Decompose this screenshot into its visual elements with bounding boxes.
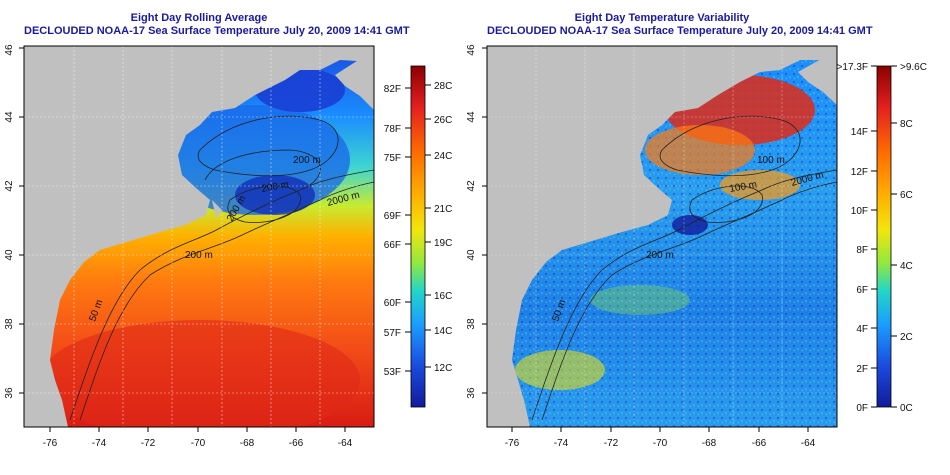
right-contour-label: 100 m — [729, 179, 758, 195]
colorbar-f-label: 12F — [851, 167, 868, 178]
left-x-axis: -76 -74 -72 -70 -68 -66 -64 — [43, 427, 353, 449]
x-tick-label: -66 — [289, 438, 304, 449]
colorbar-c-label: 0C — [900, 403, 913, 414]
y-tick-label: 38 — [466, 318, 477, 330]
y-tick-label: 42 — [466, 180, 477, 192]
right-map-frame — [486, 45, 838, 428]
colorbar-f-label: 14F — [851, 127, 868, 138]
right-map-subtitle-text: DECLOUDED NOAA-17 Sea Surface Temperatur… — [487, 25, 873, 37]
colorbar-c-label: 4C — [900, 261, 913, 272]
y-tick-label: 36 — [4, 387, 15, 399]
colorbar-f-label: 8F — [856, 245, 868, 256]
left-y-axis: 36 38 40 42 44 46 — [4, 44, 24, 399]
colorbar-c-label: 16C — [434, 291, 452, 302]
left-colorbar-ramp — [410, 65, 426, 408]
left-contour-label: 200 m — [293, 155, 321, 166]
colorbar-c-label: 26C — [434, 115, 452, 126]
x-tick-label: -74 — [92, 438, 107, 449]
x-tick-label: -66 — [752, 438, 767, 449]
x-tick-label: -76 — [43, 438, 58, 449]
colorbar-c-label: 21C — [434, 204, 452, 215]
colorbar-c-label: >9.6C — [900, 62, 927, 73]
colorbar-f-label: 78F — [384, 124, 401, 135]
colorbar-c-label: 8C — [900, 119, 913, 130]
left-colorbar: 82F 78F 75F 69F 66F 60F 57F 53F 28C 26C … — [384, 65, 452, 408]
right-map-grid — [487, 46, 837, 427]
y-tick-label: 40 — [4, 249, 15, 261]
left-map-frame — [23, 45, 375, 428]
left-map: 200 m 200 m 2000 m 200 m 200 m 50 m — [24, 46, 374, 427]
right-colorbar-ramp — [876, 65, 892, 408]
colorbar-f-label: 82F — [384, 84, 401, 95]
colorbar-f-label: 69F — [384, 211, 401, 222]
colorbar-c-label: 12C — [434, 363, 452, 374]
colorbar-f-label: >17.3F — [837, 62, 868, 73]
y-tick-label: 46 — [466, 44, 477, 56]
colorbar-f-label: 0F — [856, 403, 868, 414]
x-tick-label: -72 — [604, 438, 619, 449]
left-map-land — [24, 46, 374, 427]
x-tick-label: -72 — [141, 438, 156, 449]
colorbar-f-label: 2F — [856, 364, 868, 375]
colorbar-f-label: 6F — [856, 285, 868, 296]
right-x-axis: -76 -74 -72 -70 -68 -66 -64 — [505, 427, 816, 449]
y-tick-label: 44 — [4, 111, 15, 123]
x-tick-label: -76 — [505, 438, 520, 449]
colorbar-f-label: 66F — [384, 240, 401, 251]
colorbar-f-label: 57F — [384, 328, 401, 339]
left-contour-label: 200 m — [185, 250, 213, 261]
y-tick-label: 44 — [466, 111, 477, 123]
colorbar-f-label: 4F — [856, 324, 868, 335]
right-contour-label: 100 m — [757, 155, 785, 166]
colorbar-c-label: 24C — [434, 151, 452, 162]
left-contour-label: 200 m — [261, 179, 290, 195]
colorbar-c-label: 6C — [900, 190, 913, 201]
colorbar-c-label: 14C — [434, 326, 452, 337]
colorbar-c-label: 19C — [434, 238, 452, 249]
x-tick-label: -64 — [338, 438, 353, 449]
x-tick-label: -68 — [240, 438, 255, 449]
x-tick-label: -70 — [653, 438, 668, 449]
y-tick-label: 40 — [466, 249, 477, 261]
right-y-axis: 36 38 40 42 44 46 — [466, 44, 487, 399]
colorbar-f-label: 10F — [851, 206, 868, 217]
colorbar-f-label: 75F — [384, 153, 401, 164]
colorbar-c-label: 28C — [434, 81, 452, 92]
right-map-land — [487, 46, 837, 427]
right-contour-label: 200 m — [646, 250, 674, 261]
colorbar-f-label: 60F — [384, 298, 401, 309]
left-map-subtitle-text: DECLOUDED NOAA-17 Sea Surface Temperatur… — [24, 25, 410, 37]
y-tick-label: 42 — [4, 180, 15, 192]
right-map-title: Eight Day Temperature Variability DECLOU… — [487, 12, 873, 38]
colorbar-f-label: 53F — [384, 367, 401, 378]
left-map-title-text: Eight Day Rolling Average — [130, 12, 268, 24]
y-tick-label: 36 — [466, 387, 477, 399]
left-map-grid — [24, 46, 374, 427]
y-tick-label: 38 — [4, 318, 15, 330]
x-tick-label: -70 — [191, 438, 206, 449]
right-map: 100 m 100 m 2000 m 200 m 50 m — [487, 46, 837, 427]
x-tick-label: -74 — [554, 438, 569, 449]
right-map-title-text: Eight Day Temperature Variability — [574, 12, 750, 24]
colorbar-c-label: 2C — [900, 332, 913, 343]
x-tick-label: -68 — [702, 438, 717, 449]
y-tick-label: 46 — [4, 44, 15, 56]
right-colorbar: >17.3F 14F 12F 10F 8F 6F 4F 2F 0F >9.6C … — [837, 62, 927, 414]
left-map-title: Eight Day Rolling Average DECLOUDED NOAA… — [24, 12, 410, 38]
x-tick-label: -64 — [801, 438, 816, 449]
